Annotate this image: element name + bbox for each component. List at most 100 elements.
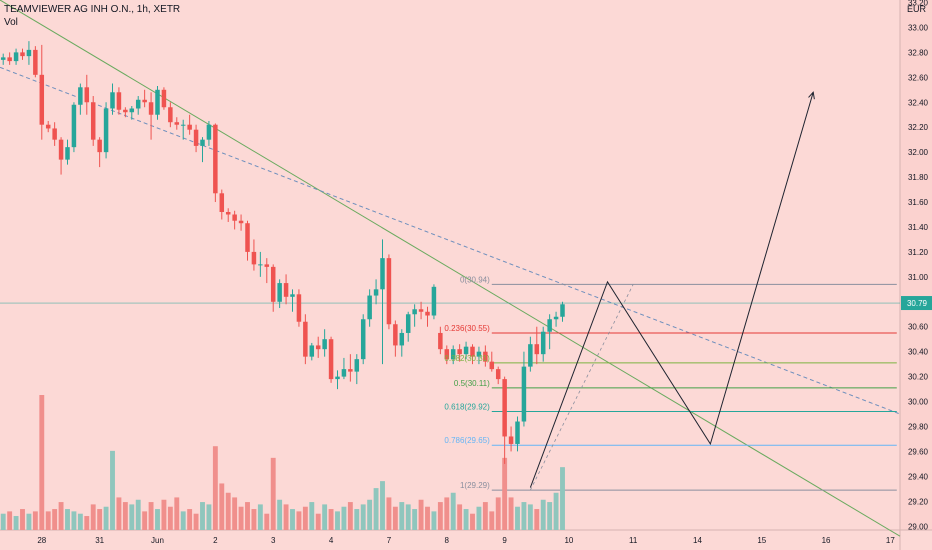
drawing-lines[interactable] <box>0 0 901 537</box>
volume-bar <box>110 450 115 530</box>
volume-bar <box>553 492 559 530</box>
volume-bar <box>405 504 411 530</box>
candle-body <box>174 122 180 125</box>
candle-body <box>348 369 353 372</box>
candle-body <box>45 124 51 129</box>
time-tick-label: 16 <box>822 536 831 545</box>
fib-level-label: 0.236(30.55) <box>444 324 490 333</box>
candle-body <box>238 220 244 224</box>
candle-body <box>187 124 192 130</box>
volume-bar <box>425 506 430 530</box>
volume-bar <box>7 511 13 530</box>
volume-bar <box>39 395 45 530</box>
symbol-title[interactable]: TEAMVIEWER AG INH O.N., 1h, XETR <box>4 4 181 15</box>
candle-body <box>489 361 495 370</box>
candle-body <box>277 283 282 302</box>
time-tick-label: Jun <box>151 536 164 545</box>
volume-bar <box>84 516 90 530</box>
price-tick-label: 30.40 <box>908 348 929 357</box>
volume-bar <box>225 492 231 530</box>
volume-bar <box>508 497 514 530</box>
volume-bar <box>527 504 533 530</box>
candle-body <box>354 359 360 372</box>
price-tick-label: 31.20 <box>908 248 929 257</box>
price-tick-label: 32.60 <box>908 73 929 82</box>
candle-body <box>78 87 83 105</box>
candle-body <box>296 294 302 322</box>
price-axis-panel[interactable] <box>900 0 932 530</box>
candle-body <box>219 193 225 212</box>
candle-body <box>444 349 450 360</box>
volume-bar <box>322 504 328 530</box>
volume-bar <box>309 502 315 530</box>
candle-body <box>213 124 218 194</box>
volume-bar <box>77 513 83 530</box>
volume-bar <box>482 502 488 530</box>
candle-body <box>251 251 257 265</box>
chart-background <box>0 0 900 530</box>
volume-legend[interactable]: Vol <box>4 17 18 28</box>
volume-bar <box>167 506 173 530</box>
candle-body <box>206 124 212 140</box>
volume-bar <box>386 497 392 530</box>
volume-bar <box>90 504 96 530</box>
volume-bar <box>534 509 540 530</box>
candle-body <box>418 309 424 312</box>
volume-bar <box>315 513 321 530</box>
candle-body <box>245 223 250 252</box>
fib-level-label: 1(29.29) <box>460 481 490 490</box>
volume-bar <box>97 509 103 530</box>
volume-bar <box>238 506 244 530</box>
candle-body <box>315 345 321 350</box>
volume-bar <box>277 499 283 530</box>
fib-level-label: 0.618(29.92) <box>444 403 490 412</box>
volume-bar <box>257 504 263 530</box>
candle-body <box>335 376 340 380</box>
last-price-tag: 30.79 <box>901 296 932 311</box>
volume-bar <box>431 511 437 530</box>
fib-level-label: 0(30.94) <box>460 275 490 284</box>
fib-level-label: 0.786(29.65) <box>444 436 490 445</box>
volume-bar <box>155 509 160 530</box>
candle-body <box>290 294 295 297</box>
candle-body <box>155 89 160 115</box>
time-tick-label: 3 <box>271 536 276 545</box>
volume-bar <box>161 499 167 530</box>
candle-body <box>84 87 90 103</box>
candle-body <box>560 304 565 317</box>
candle-body <box>26 49 32 57</box>
price-tick-label: 31.80 <box>908 173 929 182</box>
candle-body <box>367 295 372 320</box>
time-axis-panel[interactable] <box>0 530 932 550</box>
currency-label: EUR <box>906 4 926 14</box>
price-tick-label: 32.00 <box>908 148 929 157</box>
candle-body <box>264 264 270 267</box>
candle-body <box>328 339 334 380</box>
candle-body <box>412 309 417 315</box>
price-tick-label: 30.20 <box>908 373 929 382</box>
candle-body <box>58 139 64 160</box>
volume-bar <box>58 502 64 530</box>
candle-body <box>393 324 398 346</box>
candle-body <box>103 108 109 153</box>
volume-bar <box>65 509 70 530</box>
volume-bar <box>418 499 424 530</box>
volume-bar <box>380 481 385 530</box>
volume-bar <box>489 511 495 530</box>
volume-bar <box>437 502 443 530</box>
candle-body <box>7 57 12 62</box>
candle-body <box>168 107 173 123</box>
volume-bar <box>52 509 58 530</box>
volume-bar <box>302 506 308 530</box>
candle-body <box>515 421 520 444</box>
price-tick-label: 29.00 <box>908 522 929 531</box>
solid-trendline <box>0 0 901 537</box>
volume-bar <box>200 502 205 530</box>
volume-bar <box>122 502 128 530</box>
candle-body <box>71 104 77 148</box>
volume-bar <box>354 509 360 530</box>
volume-bar <box>193 513 199 530</box>
price-tick-label: 30.00 <box>908 398 929 407</box>
